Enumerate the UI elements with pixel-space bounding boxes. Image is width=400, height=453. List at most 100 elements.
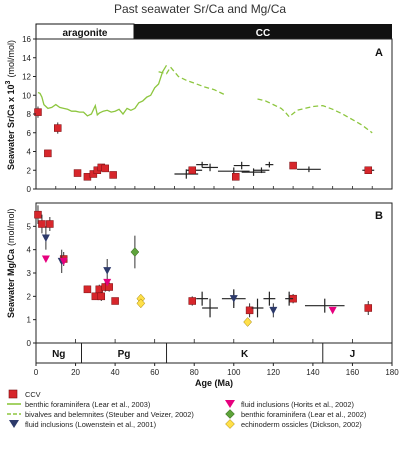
ccv-point bbox=[188, 297, 196, 305]
panel-b-axes: 0 1 2 3 4 5 bbox=[27, 222, 36, 348]
benthic-lear2002-point bbox=[130, 247, 140, 257]
legend-item-fluid-horita: fluid inclusions (Horits et al., 2002) bbox=[222, 399, 354, 409]
y-tick-label-b: 0 bbox=[27, 339, 32, 348]
y-tick-label-b: 2 bbox=[27, 292, 32, 301]
echinoderm-point bbox=[136, 298, 146, 309]
fluid-horita-point bbox=[328, 306, 337, 315]
ccv-square-icon bbox=[8, 389, 18, 399]
fluid-horita-point bbox=[41, 255, 50, 263]
ccv-point bbox=[364, 166, 373, 174]
x-tick-label: 40 bbox=[111, 368, 120, 377]
ccv-point bbox=[34, 210, 42, 219]
y-tick-label-a: 14 bbox=[22, 54, 31, 63]
ccv-point bbox=[232, 173, 240, 181]
x-axis: 0 20 40 60 80 100 120 140 160 180 bbox=[34, 339, 399, 377]
fluid-lowenstein-point bbox=[41, 234, 50, 242]
ccv-point bbox=[73, 169, 82, 177]
x-tick-label: 60 bbox=[150, 368, 159, 377]
fluid-lowenstein-point bbox=[269, 306, 278, 315]
legend-label-fluid-lowenstein: fluid inclusions (Lowenstein et al., 200… bbox=[25, 419, 157, 429]
ccv-point bbox=[364, 304, 373, 312]
y-tick-label-a: 6 bbox=[27, 129, 32, 138]
ccv-point bbox=[109, 171, 117, 179]
y-tick-label-b: 5 bbox=[27, 222, 32, 231]
magenta-triangle-icon bbox=[225, 400, 235, 408]
legend-label-echinoderm: echinoderm ossicles (Dickson, 2002) bbox=[241, 419, 362, 429]
legend-item-echinoderm: echinoderm ossicles (Dickson, 2002) bbox=[222, 419, 362, 429]
x-tick-label: 160 bbox=[346, 368, 360, 377]
panel-b-label: B bbox=[375, 210, 383, 222]
series-bivalves-line bbox=[257, 98, 373, 134]
panel-a-label: A bbox=[375, 47, 383, 59]
dashed-green-line-icon bbox=[7, 413, 21, 415]
yellow-diamond-icon bbox=[225, 419, 235, 429]
x-tick-label: 140 bbox=[306, 368, 320, 377]
ccv-point bbox=[289, 161, 297, 170]
panel-a-axes: 0 2 4 6 8 10 12 14 16 bbox=[22, 35, 393, 194]
legend-item-ccv: CCV bbox=[6, 389, 41, 399]
period-label: J bbox=[350, 349, 356, 360]
band-label-aragonite: aragonite bbox=[62, 28, 107, 39]
ccv-point bbox=[83, 285, 92, 294]
ccv-point bbox=[54, 124, 62, 132]
y-axis-label-a-text: Seawater Sr/Ca x 10 bbox=[6, 84, 16, 170]
fluid-horita-point bbox=[103, 278, 112, 287]
y-axis-label-b-text: Seawater Mg/Ca bbox=[6, 248, 16, 318]
period-labels: Ng Pg K J bbox=[52, 343, 355, 363]
ccv-point bbox=[111, 297, 119, 305]
legend-item-bivalves: bivalves and belemnites (Steuber and Vei… bbox=[6, 409, 194, 419]
panel-a-plot bbox=[34, 64, 375, 181]
ccv-point bbox=[97, 292, 106, 301]
navy-triangle-icon bbox=[9, 420, 19, 428]
y-axis-label-a-sup: 3 bbox=[5, 80, 12, 84]
band-label-cc: CC bbox=[256, 28, 270, 39]
y-axis-label-a: Seawater Sr/Ca x 103 (mol/mol) bbox=[5, 40, 16, 170]
y-axis-label-a-unit: (mol/mol) bbox=[6, 40, 16, 78]
figure-title: Past seawater Sr/Ca and Mg/Ca bbox=[114, 2, 286, 16]
panel-b-frame bbox=[35, 202, 393, 344]
period-label: Pg bbox=[118, 349, 131, 360]
ccv-point bbox=[46, 220, 54, 228]
y-tick-label-a: 16 bbox=[22, 35, 31, 44]
x-tick-label: 120 bbox=[267, 368, 281, 377]
fluid-lowenstein-point bbox=[103, 267, 112, 275]
ccv-point bbox=[34, 108, 42, 116]
x-tick-label: 100 bbox=[227, 368, 241, 377]
fluid-horita-point bbox=[59, 257, 68, 266]
cc-band bbox=[134, 24, 392, 39]
panel-a-frame bbox=[35, 38, 393, 190]
x-tick-label: 20 bbox=[71, 368, 80, 377]
y-tick-label-a: 8 bbox=[27, 110, 32, 119]
legend: CCV benthic foraminifera (Lear et al., 2… bbox=[6, 389, 398, 451]
y-tick-label-a: 2 bbox=[27, 166, 32, 175]
ccv-point bbox=[38, 220, 46, 228]
solid-green-line-icon bbox=[7, 403, 21, 405]
ccv-point bbox=[101, 164, 109, 173]
y-axis-label-b: Seawater Mg/Ca (mol/mol) bbox=[6, 208, 16, 318]
y-tick-label-b: 1 bbox=[27, 316, 32, 325]
fluid-lowenstein-point bbox=[229, 295, 238, 303]
ccv-point bbox=[188, 166, 196, 174]
panel-b-plot bbox=[34, 205, 373, 327]
y-tick-label-a: 4 bbox=[27, 148, 32, 157]
x-tick-label: 180 bbox=[385, 368, 399, 377]
ccv-point bbox=[44, 149, 52, 158]
y-axis-label-b-unit: (mol/mol) bbox=[6, 208, 16, 246]
legend-label-bivalves: bivalves and belemnites (Steuber and Vei… bbox=[25, 409, 194, 419]
legend-item-fluid-lowenstein: fluid inclusions (Lowenstein et al., 200… bbox=[6, 419, 156, 429]
series-bivalves-line bbox=[158, 65, 225, 95]
period-label: Ng bbox=[52, 349, 65, 360]
legend-label-benthic-lear2002: benthic foraminifera (Lear et al., 2002) bbox=[241, 409, 367, 419]
y-tick-label-b: 3 bbox=[27, 269, 32, 278]
y-tick-label-a: 10 bbox=[22, 91, 31, 100]
y-tick-label-a: 12 bbox=[22, 73, 31, 82]
ccv-point bbox=[245, 306, 254, 315]
x-axis-label: Age (Ma) bbox=[195, 378, 233, 388]
echinoderm-point bbox=[243, 317, 252, 327]
period-bar bbox=[35, 342, 393, 364]
legend-label-fluid-horita: fluid inclusions (Horits et al., 2002) bbox=[241, 399, 354, 409]
green-diamond-icon bbox=[225, 409, 235, 419]
series-benthic-line bbox=[37, 64, 168, 117]
legend-label-benthic: benthic foraminifera (Lear et al., 2003) bbox=[25, 399, 151, 409]
